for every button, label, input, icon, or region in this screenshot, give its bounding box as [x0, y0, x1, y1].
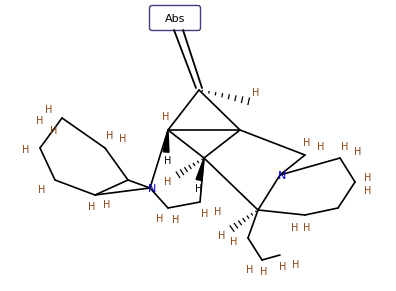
Text: H: H — [252, 88, 260, 98]
Text: H: H — [164, 177, 172, 187]
Text: H: H — [38, 185, 46, 195]
Polygon shape — [163, 130, 169, 152]
Text: H: H — [364, 186, 372, 196]
Text: H: H — [22, 145, 30, 155]
Text: H: H — [162, 112, 170, 122]
FancyBboxPatch shape — [150, 6, 200, 31]
Text: H: H — [45, 105, 53, 115]
Text: H: H — [354, 147, 362, 157]
Text: Abs: Abs — [165, 14, 185, 24]
Text: H: H — [317, 142, 325, 152]
Text: H: H — [303, 138, 311, 148]
Text: H: H — [119, 134, 127, 144]
Text: H: H — [341, 142, 349, 152]
Text: H: H — [292, 260, 300, 270]
Text: H: H — [103, 200, 111, 210]
Text: H: H — [218, 231, 226, 241]
Text: H: H — [88, 202, 96, 212]
Text: H: H — [303, 223, 311, 233]
Text: H: H — [246, 265, 254, 275]
Text: H: H — [230, 237, 238, 247]
Text: H: H — [214, 207, 222, 217]
Text: H: H — [260, 267, 268, 277]
Text: N: N — [278, 171, 286, 181]
Text: H: H — [156, 214, 164, 224]
Text: H: H — [36, 116, 44, 126]
Text: H: H — [364, 173, 372, 183]
Text: H: H — [201, 209, 209, 219]
Text: H: H — [50, 126, 58, 136]
Text: H: H — [291, 223, 299, 233]
Text: H: H — [195, 184, 203, 194]
Polygon shape — [196, 158, 204, 181]
Text: N: N — [148, 184, 156, 194]
Text: H: H — [106, 131, 114, 141]
Text: H: H — [164, 156, 172, 166]
Text: H: H — [279, 262, 287, 272]
Text: H: H — [172, 215, 180, 225]
